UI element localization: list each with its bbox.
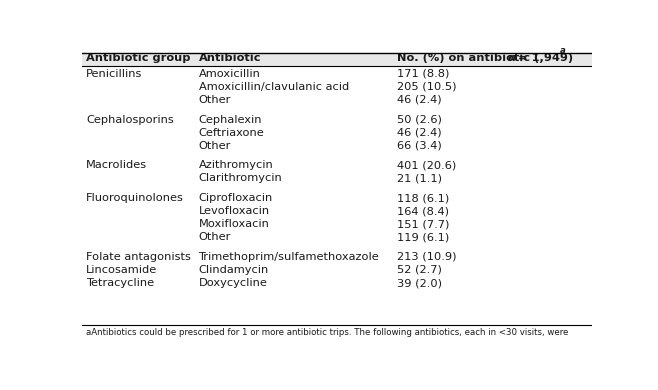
Text: Fluoroquinolones: Fluoroquinolones <box>86 193 184 203</box>
Text: 213 (10.9): 213 (10.9) <box>397 252 457 262</box>
Text: 171 (8.8): 171 (8.8) <box>397 69 450 79</box>
Text: Amoxicillin/clavulanic acid: Amoxicillin/clavulanic acid <box>199 82 349 92</box>
Text: aAntibiotics could be prescribed for 1 or more antibiotic trips. The following a: aAntibiotics could be prescribed for 1 o… <box>86 328 569 337</box>
Text: 119 (6.1): 119 (6.1) <box>397 232 449 242</box>
Text: Doxycycline: Doxycycline <box>199 278 267 288</box>
Text: Other: Other <box>199 95 231 105</box>
Text: n: n <box>507 53 516 63</box>
Text: Other: Other <box>199 232 231 242</box>
Text: 21 (1.1): 21 (1.1) <box>397 174 442 183</box>
Text: 52 (2.7): 52 (2.7) <box>397 265 442 275</box>
Text: 50 (2.6): 50 (2.6) <box>397 115 442 124</box>
Text: 164 (8.4): 164 (8.4) <box>397 206 449 216</box>
Text: Tetracycline: Tetracycline <box>86 278 155 288</box>
Text: 39 (2.0): 39 (2.0) <box>397 278 442 288</box>
Text: Amoxicillin: Amoxicillin <box>199 69 261 79</box>
Text: Macrolides: Macrolides <box>86 160 147 170</box>
Text: Azithromycin: Azithromycin <box>199 160 273 170</box>
Text: 66 (3.4): 66 (3.4) <box>397 141 442 151</box>
Text: a: a <box>560 46 566 55</box>
Text: 46 (2.4): 46 (2.4) <box>397 95 442 105</box>
Text: Other: Other <box>199 141 231 151</box>
Text: Levofloxacin: Levofloxacin <box>199 206 270 216</box>
Text: Penicillins: Penicillins <box>86 69 143 79</box>
Text: 118 (6.1): 118 (6.1) <box>397 193 449 203</box>
Text: 151 (7.7): 151 (7.7) <box>397 219 450 229</box>
Text: 46 (2.4): 46 (2.4) <box>397 128 442 138</box>
Text: Trimethoprim/sulfamethoxazole: Trimethoprim/sulfamethoxazole <box>199 252 379 262</box>
Text: = 1,949): = 1,949) <box>514 53 573 63</box>
Text: 205 (10.5): 205 (10.5) <box>397 82 457 92</box>
FancyBboxPatch shape <box>82 53 592 66</box>
Text: Lincosamide: Lincosamide <box>86 265 157 275</box>
Text: Ciprofloxacin: Ciprofloxacin <box>199 193 273 203</box>
Text: Cephalexin: Cephalexin <box>199 115 262 124</box>
Text: Clindamycin: Clindamycin <box>199 265 268 275</box>
Text: 401 (20.6): 401 (20.6) <box>397 160 457 170</box>
Text: Antibiotic group: Antibiotic group <box>86 53 191 63</box>
Text: Clarithromycin: Clarithromycin <box>199 174 282 183</box>
Text: Cephalosporins: Cephalosporins <box>86 115 174 124</box>
Text: Moxifloxacin: Moxifloxacin <box>199 219 269 229</box>
Text: Antibiotic: Antibiotic <box>199 53 261 63</box>
Text: No. (%) on antibiotic (: No. (%) on antibiotic ( <box>397 53 540 63</box>
Text: Folate antagonists: Folate antagonists <box>86 252 191 262</box>
Text: Ceftriaxone: Ceftriaxone <box>199 128 265 138</box>
